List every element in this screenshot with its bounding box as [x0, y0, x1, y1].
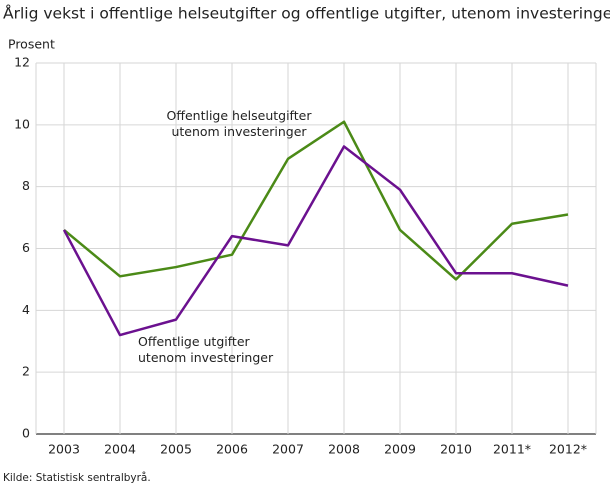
x-tick-label: 2004: [104, 442, 136, 457]
y-tick-label: 0: [22, 426, 30, 441]
y-tick-label: 2: [22, 364, 30, 379]
x-tick-label: 2006: [216, 442, 248, 457]
y-tick-label: 6: [22, 240, 30, 255]
y-tick-label: 10: [14, 116, 30, 131]
y-tick-label: 4: [22, 302, 30, 317]
x-tick-label: 2009: [384, 442, 416, 457]
series-line: [63, 120, 569, 281]
x-tick-label: 2011*: [493, 442, 531, 457]
x-tick-label: 2012*: [549, 442, 587, 457]
x-tick-label: 2010: [440, 442, 472, 457]
y-axis-label: Prosent: [8, 37, 55, 52]
chart-title: Årlig vekst i offentlige helseutgifter o…: [3, 4, 610, 23]
x-tick-label: 2007: [272, 442, 304, 457]
x-tick-label: 2008: [328, 442, 360, 457]
x-tick-label: 2003: [48, 442, 80, 457]
series-line: [62, 145, 569, 337]
x-tick-label: 2005: [160, 442, 192, 457]
y-tick-label: 8: [22, 178, 30, 193]
y-tick-label: 12: [14, 55, 30, 70]
series-label: Offentlige utgifter utenom investeringer: [138, 334, 274, 365]
source: Kilde: Statistisk sentralbyrå.: [3, 471, 151, 484]
series-label: Offentlige helseutgifter utenom invester…: [166, 108, 312, 139]
